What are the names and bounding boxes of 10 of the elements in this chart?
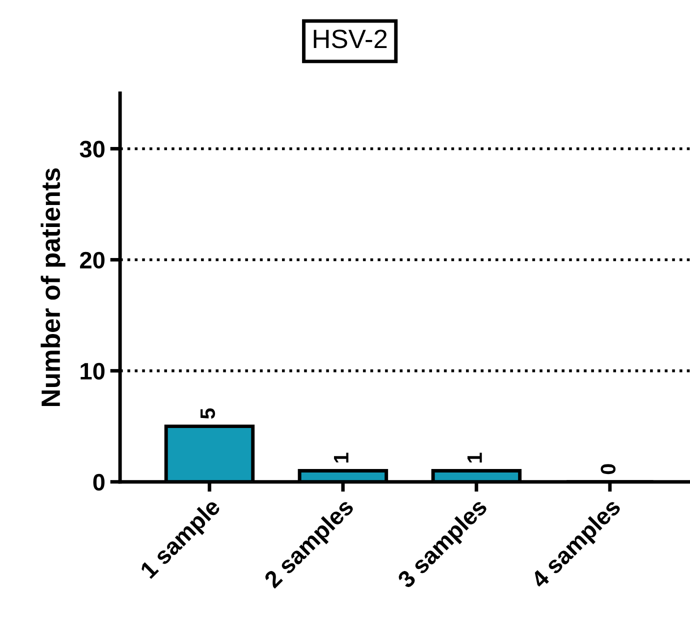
y-axis-title: Number of patients — [40, 168, 66, 406]
chart-title: HSV-2 — [314, 30, 387, 48]
data-label: 5 — [200, 408, 216, 419]
data-label: 0 — [600, 464, 616, 474]
y-tick-label: 0 — [93, 474, 105, 491]
y-tick-label: 20 — [80, 252, 105, 269]
y-tick-label: 10 — [80, 362, 105, 380]
data-label: 1 — [467, 452, 482, 462]
data-label: 1 — [334, 452, 348, 462]
y-tick-label: 30 — [80, 140, 105, 158]
